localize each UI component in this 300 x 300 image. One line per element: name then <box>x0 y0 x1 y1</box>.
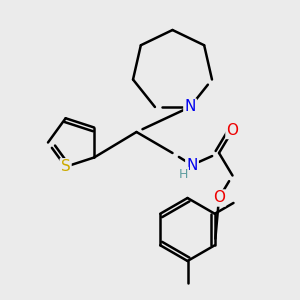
Text: O: O <box>226 123 238 138</box>
Text: S: S <box>61 159 70 174</box>
Text: O: O <box>213 190 225 206</box>
Text: H: H <box>179 167 188 181</box>
Text: N: N <box>186 158 198 172</box>
Text: N: N <box>184 100 196 115</box>
